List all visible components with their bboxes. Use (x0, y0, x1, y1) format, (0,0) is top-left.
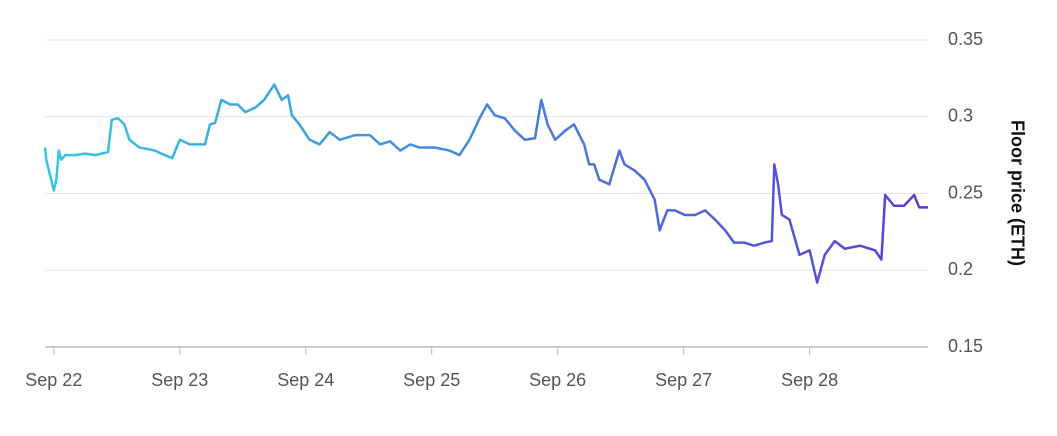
price-line (43, 83, 928, 284)
y-tick-label: 0.2 (948, 259, 973, 279)
x-tick-label: Sep 27 (655, 370, 712, 390)
x-tick-label: Sep 22 (25, 370, 82, 390)
x-tick-label: Sep 26 (529, 370, 586, 390)
y-axis-label: Floor price (ETH) (1007, 120, 1027, 266)
y-tick-label: 0.3 (948, 106, 973, 126)
x-tick-label: Sep 24 (277, 370, 334, 390)
x-tick-label: Sep 23 (151, 370, 208, 390)
y-tick-label: 0.25 (948, 182, 983, 202)
y-tick-label: 0.35 (948, 29, 983, 49)
y-tick-label: 0.15 (948, 336, 983, 356)
x-tick-label: Sep 28 (781, 370, 838, 390)
x-tick-label: Sep 25 (403, 370, 460, 390)
